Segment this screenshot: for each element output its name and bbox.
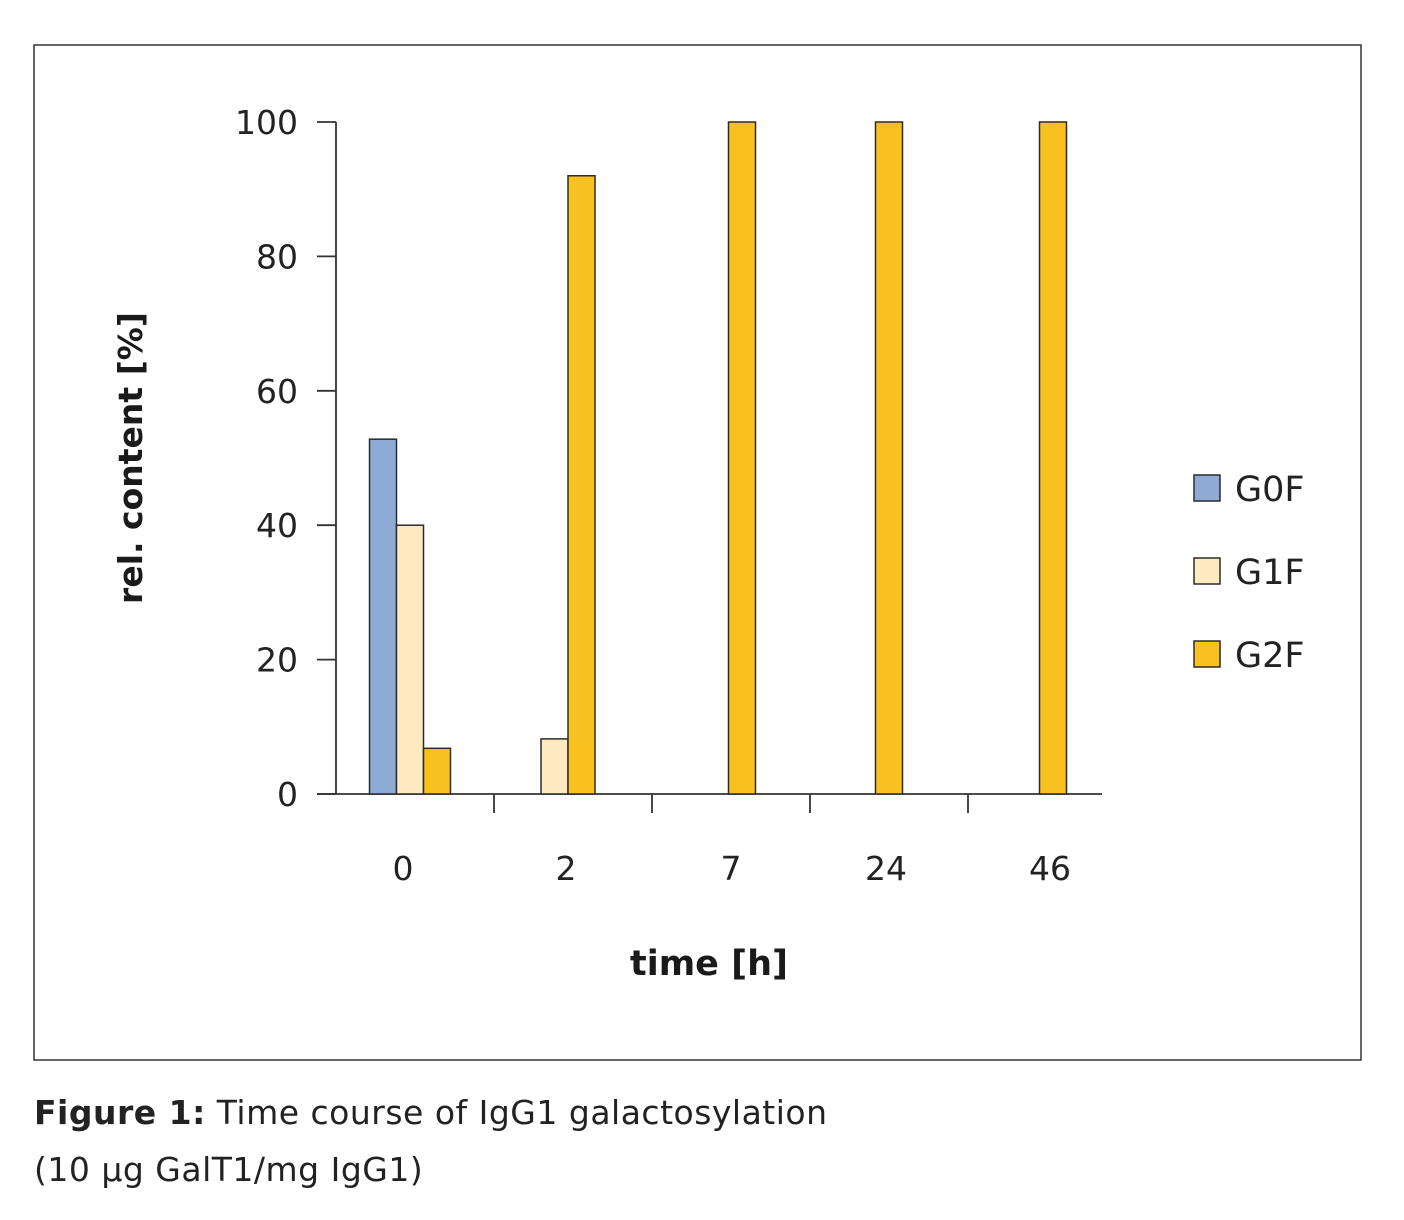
legend-label-g2f: G2F [1235, 636, 1305, 676]
caption-label: Figure 1: [34, 1093, 206, 1132]
x-tick-label: 24 [865, 849, 907, 888]
figure-caption: Figure 1: Time course of IgG1 galactosyl… [34, 1093, 828, 1132]
caption-line-1: Time course of IgG1 galactosylation [216, 1093, 828, 1132]
legend-swatch-g2f [1193, 640, 1221, 668]
bar-g0f-0 [368, 438, 398, 795]
x-tick-label: 2 [556, 849, 577, 888]
y-axis-label: rel. content [%] [111, 312, 150, 604]
bar-g2f-46 [1038, 121, 1068, 795]
y-tick-label: 80 [256, 237, 298, 276]
x-tick-label: 46 [1029, 849, 1071, 888]
y-tick-label: 0 [277, 775, 298, 814]
y-tick-label: 100 [235, 103, 298, 142]
bar-g1f-0 [395, 524, 425, 795]
legend-swatch-g0f [1193, 474, 1221, 502]
y-tick-label: 40 [256, 506, 298, 545]
chart-frame [33, 44, 1362, 1061]
bar-g2f-2 [567, 175, 596, 795]
y-tick-label: 60 [256, 372, 298, 411]
bar-g2f-7 [727, 121, 757, 795]
caption-line-2: (10 µg GalT1/mg IgG1) [34, 1150, 424, 1189]
legend-label-g1f: G1F [1235, 553, 1305, 593]
x-tick-label: 0 [393, 849, 414, 888]
bar-g1f-2 [540, 738, 569, 795]
x-axis-label: time [h] [630, 944, 788, 984]
x-tick-label: 7 [721, 849, 742, 888]
bar-g2f-24 [874, 121, 904, 795]
legend-label-g0f: G0F [1235, 470, 1305, 510]
y-tick-label: 20 [256, 641, 298, 680]
bar-g2f-0 [422, 747, 452, 795]
legend-swatch-g1f [1193, 557, 1221, 585]
